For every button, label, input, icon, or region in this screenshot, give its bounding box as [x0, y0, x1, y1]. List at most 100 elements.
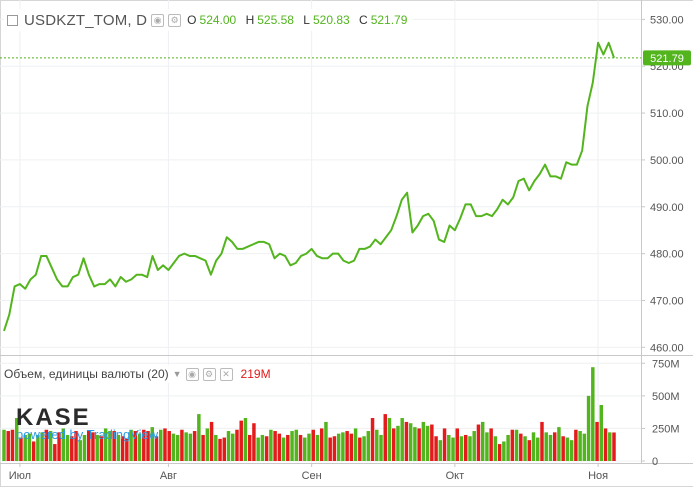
volume-bar [434, 436, 438, 461]
volume-bar [201, 434, 205, 461]
volume-tick-label: 250M [652, 423, 680, 435]
time-tick-label: Ноя [588, 470, 608, 482]
volume-bar [531, 432, 536, 461]
powered-by-tradingview[interactable]: powered by TradingView [16, 427, 159, 442]
volume-bar [574, 429, 578, 461]
volume-bar [569, 440, 574, 461]
price-tick-label: 470.00 [650, 295, 684, 307]
volume-bar [438, 440, 443, 461]
volume-title[interactable]: Объем, единицы валюты (20) [4, 367, 169, 381]
settings-gear-icon[interactable]: ⚙ [168, 13, 182, 27]
volume-bar [252, 423, 256, 461]
volume-bar [476, 424, 481, 461]
low-value: 520.83 [312, 13, 350, 27]
kase-watermark: KASE powered by TradingView [16, 406, 158, 442]
volume-bar [91, 432, 95, 461]
symbol-title[interactable]: USDKZT_TOM, D [24, 11, 148, 29]
volume-bar [209, 421, 214, 461]
price-legend: USDKZT_TOM, D ◉ ⚙ O 524.00 H 525.58 L 520.8… [4, 9, 414, 31]
kase-logo: KASE [16, 404, 91, 431]
volume-bar [608, 432, 612, 461]
settings-gear-icon[interactable]: ⚙ [202, 367, 216, 381]
volume-bar [391, 428, 396, 461]
volume-bar [163, 428, 167, 461]
volume-bar [256, 437, 260, 461]
volume-bar [468, 436, 472, 461]
volume-bar [205, 428, 210, 461]
volume-bar [31, 441, 36, 461]
volume-bar [294, 429, 299, 461]
close-value: 521.79 [370, 13, 408, 27]
volume-bar [413, 427, 417, 461]
volume-bar [188, 433, 193, 461]
volume-bar [332, 436, 337, 461]
pane-toggle-icon[interactable] [7, 14, 18, 26]
price-tick-label: 490.00 [650, 202, 684, 214]
volume-bar [540, 421, 544, 461]
volume-bar [264, 436, 269, 461]
volume-bar [218, 438, 222, 461]
volume-bar [65, 434, 70, 461]
price-tick-label: 500.00 [650, 155, 684, 167]
volume-bar [44, 429, 49, 461]
volume-bar [459, 436, 464, 461]
volume-bar [150, 427, 155, 461]
price-axis[interactable]: 460.00470.00480.00490.00500.00510.00520.… [641, 14, 684, 354]
visibility-eye-icon[interactable]: ◉ [151, 13, 165, 27]
high-value: 525.58 [257, 13, 294, 27]
volume-axis[interactable]: 0 250M 500M 750M [641, 358, 680, 468]
volume-bar [523, 436, 527, 461]
volume-bar [519, 433, 523, 461]
last-price-badge: 521.79 [643, 50, 691, 66]
volume-bar [167, 431, 171, 461]
close-label: C [359, 13, 368, 27]
chevron-down-icon[interactable]: ▼ [172, 369, 182, 379]
time-tick-label: Авг [160, 470, 177, 482]
volume-bar [2, 429, 6, 461]
volume-bar [336, 433, 341, 461]
volume-bar [396, 425, 400, 461]
volume-bar [277, 433, 282, 461]
volume-bar [480, 421, 485, 461]
time-axis[interactable]: ИюлАвгСенОктНояДек [9, 463, 693, 482]
volume-bar [214, 434, 218, 461]
volume-bar [23, 434, 27, 461]
volume-bar [497, 444, 502, 461]
volume-bar [561, 436, 565, 461]
volume-bar [53, 444, 57, 461]
volume-bar [273, 431, 277, 461]
volume-bar [463, 434, 468, 461]
volume-bar [591, 367, 595, 461]
volume-bar [146, 431, 150, 461]
volume-bar [358, 437, 362, 461]
volume-bar [544, 432, 548, 461]
volume-bar [328, 437, 332, 461]
volume-tick-label: 750M [652, 358, 680, 370]
volume-bar [349, 433, 354, 461]
volume-bar [489, 428, 493, 461]
volume-bar [247, 434, 252, 461]
volume-bar [142, 429, 146, 461]
volume-bar [417, 428, 421, 461]
volume-bar [578, 431, 582, 461]
volume-bar [74, 431, 78, 461]
volume-bar [112, 431, 116, 461]
volume-bar [387, 418, 392, 461]
price-tick-label: 530.00 [650, 14, 684, 26]
volume-bar [290, 431, 294, 461]
volume-bar [235, 429, 239, 461]
time-gridlines [19, 0, 599, 463]
volume-bar [243, 418, 248, 461]
close-icon[interactable]: ✕ [219, 367, 233, 381]
visibility-eye-icon[interactable]: ◉ [185, 367, 199, 381]
volume-bar [307, 433, 311, 461]
volume-bar [192, 431, 197, 461]
volume-bar [536, 437, 540, 461]
volume-bar [370, 418, 375, 461]
volume-bar [324, 421, 328, 461]
volume-bar [197, 414, 201, 461]
volume-bar [315, 434, 320, 461]
volume-bar [421, 421, 426, 461]
volume-bar [586, 395, 591, 461]
